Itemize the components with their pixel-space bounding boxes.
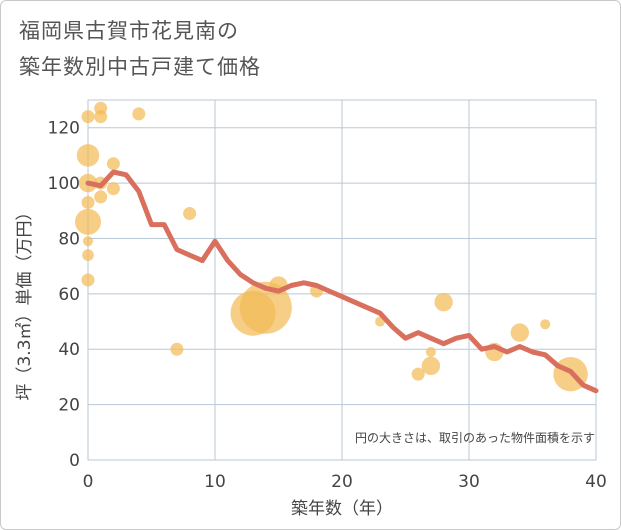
bubble-point bbox=[94, 110, 108, 124]
average-price-line bbox=[85, 169, 599, 394]
bubble-point bbox=[540, 319, 551, 330]
y-axis-label: 坪（3.3㎡）単価（万円） bbox=[15, 203, 35, 400]
x-tick-label: 40 bbox=[585, 472, 607, 492]
bubble-point bbox=[425, 346, 436, 358]
bubble-point bbox=[132, 107, 146, 121]
bubble-point bbox=[411, 367, 425, 381]
chart-title-line-1: 福岡県古賀市花見南の bbox=[19, 19, 239, 43]
x-tick-label: 0 bbox=[83, 472, 94, 492]
bubble-point bbox=[421, 356, 441, 376]
y-tick-label: 40 bbox=[58, 340, 80, 360]
size-note: 円の大きさは、取引のあった物件面積を示す bbox=[355, 430, 595, 445]
bubble-point bbox=[81, 110, 95, 124]
x-tick-label: 20 bbox=[331, 472, 353, 492]
x-tick-label: 30 bbox=[458, 472, 480, 492]
y-tick-label: 20 bbox=[58, 396, 80, 416]
chart-title-line-2: 築年数別中古戸建て価格 bbox=[19, 55, 261, 79]
bubble-point bbox=[510, 323, 529, 342]
bubble-point bbox=[82, 249, 94, 261]
bubble-point bbox=[106, 182, 120, 196]
gridlines bbox=[87, 99, 597, 461]
bubble-point bbox=[94, 190, 108, 204]
y-tick-label: 100 bbox=[48, 174, 80, 194]
bubble-point bbox=[170, 342, 184, 356]
bubble-point bbox=[82, 236, 94, 247]
bubble-point bbox=[183, 207, 197, 221]
y-tick-label: 0 bbox=[69, 451, 80, 471]
bubble-point bbox=[81, 273, 95, 287]
chart-title: 福岡県古賀市花見南の 築年数別中古戸建て価格 bbox=[19, 13, 261, 85]
bubble-point bbox=[81, 195, 95, 209]
bubble-point bbox=[75, 208, 101, 235]
y-tick-label: 60 bbox=[58, 285, 80, 305]
tick-labels: 0 10 20 30 40 0 20 40 60 80 100 120 bbox=[48, 119, 607, 492]
x-tick-label: 10 bbox=[204, 472, 226, 492]
y-tick-label: 80 bbox=[58, 229, 80, 249]
bubble-point bbox=[76, 144, 100, 167]
average-line bbox=[85, 169, 599, 394]
bubble-point bbox=[106, 157, 120, 171]
y-tick-label: 120 bbox=[48, 119, 80, 139]
bubble-point bbox=[434, 292, 453, 312]
x-axis-label: 築年数（年） bbox=[291, 499, 393, 519]
